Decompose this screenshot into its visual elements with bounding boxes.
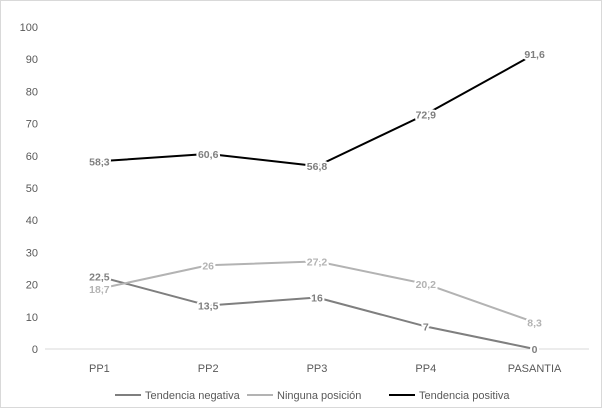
y-tick-label: 10 (26, 312, 38, 324)
data-label: 58,3 (89, 156, 110, 168)
data-label: 18,7 (89, 284, 110, 296)
data-label: 0 (532, 344, 538, 356)
data-label: 27,2 (307, 256, 328, 268)
x-tick-label: PP4 (415, 363, 436, 375)
y-tick-label: 40 (26, 215, 38, 227)
y-tick-label: 80 (26, 86, 38, 98)
legend-label: Tendencia negativa (145, 390, 241, 402)
data-label: 16 (311, 292, 323, 304)
y-tick-label: 70 (26, 119, 38, 131)
series-line-1 (99, 275, 535, 350)
y-tick-label: 0 (32, 344, 38, 356)
y-tick-label: 30 (26, 247, 38, 259)
data-label: 13,5 (198, 301, 219, 313)
data-label: 7 (423, 321, 429, 333)
legend-label: Tendencia positiva (419, 390, 510, 402)
data-label: 56,8 (307, 161, 328, 173)
x-tick-label: PP3 (307, 363, 328, 375)
series-line-2 (99, 260, 535, 324)
y-tick-label: 20 (26, 280, 38, 292)
series-line-3 (99, 53, 536, 168)
legend-label: Ninguna posición (277, 390, 361, 402)
data-label: 60,6 (198, 149, 219, 161)
data-label: 72,9 (416, 109, 437, 121)
data-label: 91,6 (524, 49, 545, 61)
y-tick-label: 60 (26, 151, 38, 163)
y-tick-label: 100 (20, 22, 38, 34)
data-label: 20,2 (416, 279, 437, 291)
data-label: 22,5 (89, 272, 110, 284)
y-tick-label: 50 (26, 183, 38, 195)
x-tick-label: PP2 (198, 363, 219, 375)
x-tick-label: PP1 (89, 363, 110, 375)
data-label: 8,3 (527, 317, 542, 329)
x-tick-label: PASANTIA (508, 363, 562, 375)
y-tick-label: 90 (26, 54, 38, 66)
data-label: 26 (202, 260, 214, 272)
